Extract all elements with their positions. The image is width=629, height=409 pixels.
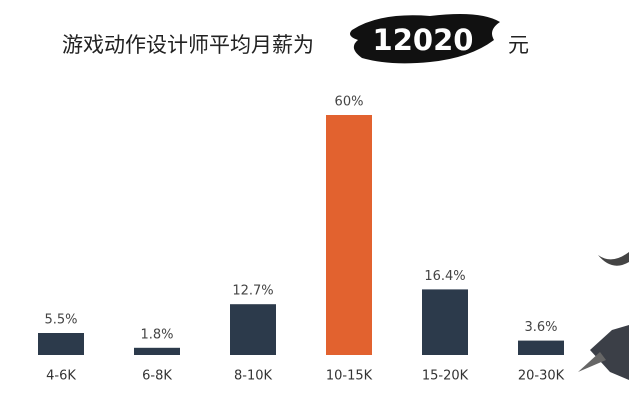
value-label: 1.8% — [140, 327, 173, 342]
unit: 元 — [508, 33, 529, 57]
x-tick-label: 10-15K — [326, 369, 373, 384]
x-tick-label: 8-10K — [234, 369, 273, 384]
brush-stroke — [350, 14, 500, 64]
decoration — [578, 252, 629, 380]
value-label: 60% — [335, 95, 364, 110]
value-label: 3.6% — [524, 320, 557, 335]
value-label: 12.7% — [232, 284, 273, 299]
value-label: 16.4% — [424, 269, 465, 284]
bar — [230, 304, 276, 355]
bar — [134, 347, 180, 355]
x-tick-label: 15-20K — [422, 369, 469, 384]
chart-title: 游戏动作设计师平均月薪为 — [62, 33, 314, 57]
x-tick-label: 6-8K — [142, 369, 172, 384]
bar — [422, 289, 468, 355]
value-label: 5.5% — [44, 313, 77, 328]
x-tick-label: 4-6K — [46, 369, 76, 384]
bar — [518, 340, 564, 355]
bar — [38, 333, 84, 355]
x-tick-label: 20-30K — [518, 369, 565, 384]
highlight-value: 12020 — [373, 23, 474, 57]
bar — [326, 115, 372, 355]
